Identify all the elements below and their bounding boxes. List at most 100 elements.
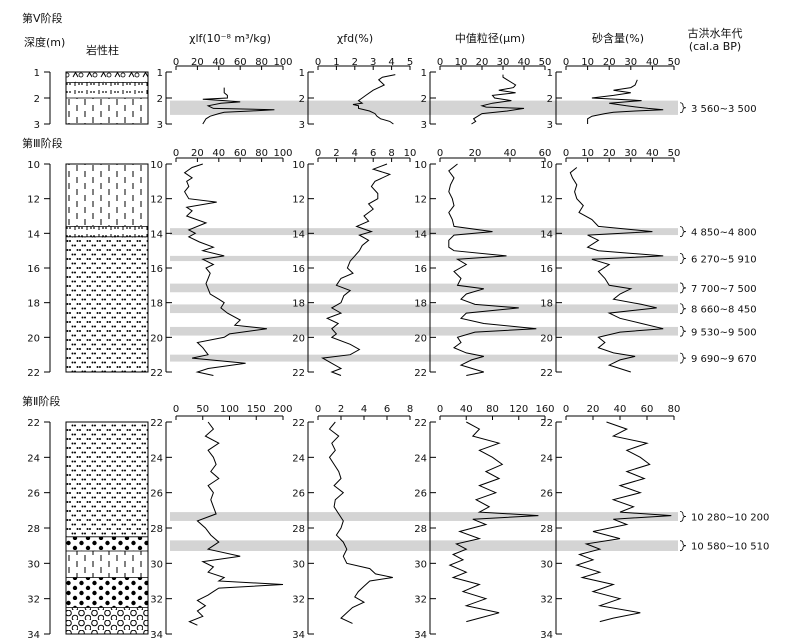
value-tick-label: 4 bbox=[352, 148, 358, 159]
column-depth-tick-label: 24 bbox=[292, 453, 305, 464]
lithology-unit bbox=[66, 607, 148, 634]
value-tick-label: 10 bbox=[581, 57, 594, 68]
column-depth-tick-label: 32 bbox=[292, 595, 305, 606]
column-depth-tick-label: 12 bbox=[150, 195, 163, 206]
lithology-unit bbox=[66, 422, 148, 537]
value-tick-label: 100 bbox=[273, 148, 292, 159]
value-tick-label: 40 bbox=[212, 57, 225, 68]
flood-age-label: 8 660~8 450 bbox=[691, 305, 757, 316]
value-tick-label: 1 bbox=[333, 57, 339, 68]
series-line-chi_fd bbox=[321, 163, 392, 376]
column-depth-tick-label: 34 bbox=[414, 630, 427, 641]
column-depth-tick-label: 22 bbox=[150, 368, 163, 379]
column-depth-tick-label: 3 bbox=[157, 120, 163, 131]
lithology-unit bbox=[66, 236, 148, 372]
value-tick-label: 0 bbox=[563, 57, 569, 68]
column-depth-tick-label: 16 bbox=[414, 264, 427, 275]
column-depth-tick-label: 2 bbox=[421, 94, 427, 105]
lithology-unit bbox=[66, 577, 148, 608]
column-depth-tick-label: 26 bbox=[414, 489, 427, 500]
flood-age-brace bbox=[679, 540, 687, 552]
value-tick-label: 40 bbox=[504, 148, 517, 159]
lithology-unit bbox=[66, 226, 148, 237]
value-tick-label: 50 bbox=[196, 404, 209, 415]
flood-layer-band bbox=[170, 512, 678, 521]
flood-age-label: 10 580~10 510 bbox=[691, 542, 769, 553]
lithology-unit bbox=[66, 82, 148, 98]
series-line-chi_fd bbox=[328, 421, 393, 624]
column-depth-tick-label: 26 bbox=[150, 489, 163, 500]
column-chi_lf: 0 20 40 60 80 100 10 12 14 16 18 20 22 bbox=[150, 148, 292, 379]
depth-tick-label: 24 bbox=[27, 453, 40, 464]
column-depth-tick-label: 22 bbox=[292, 368, 305, 379]
depth-tick-label: 30 bbox=[27, 559, 40, 570]
value-tick-label: 20 bbox=[191, 57, 204, 68]
value-tick-label: 80 bbox=[255, 57, 268, 68]
column-depth-tick-label: 18 bbox=[540, 299, 553, 310]
value-tick-label: 20 bbox=[476, 57, 489, 68]
flood-layer-band bbox=[170, 326, 678, 336]
lithology-unit bbox=[66, 550, 148, 578]
depth-tick-label: 3 bbox=[34, 120, 40, 131]
flood-age-brace bbox=[679, 511, 687, 522]
column-depth-tick-label: 22 bbox=[414, 368, 427, 379]
column-depth-tick-label: 14 bbox=[540, 229, 553, 240]
depth-tick-label: 1 bbox=[34, 68, 40, 79]
column-depth-tick-label: 16 bbox=[292, 264, 305, 275]
series-line-median_grain bbox=[471, 74, 525, 125]
value-tick-label: 20 bbox=[587, 404, 600, 415]
header-flood-age-unit: (cal.a BP) bbox=[689, 40, 741, 53]
value-tick-label: 6 bbox=[370, 148, 376, 159]
value-tick-label: 40 bbox=[614, 404, 627, 415]
stage-title: 第Ⅱ阶段 bbox=[22, 394, 60, 408]
flood-age-brace bbox=[679, 253, 687, 264]
series-line-sand_content bbox=[587, 79, 664, 124]
column-depth-tick-label: 34 bbox=[150, 630, 163, 641]
column-depth-tick-label: 22 bbox=[150, 418, 163, 429]
series-line-median_grain bbox=[448, 163, 537, 376]
column-depth-tick-label: 10 bbox=[540, 160, 553, 171]
value-tick-label: 8 bbox=[388, 148, 394, 159]
column-sand_content: 0 20 40 60 80 22 24 26 28 30 32 34 bbox=[540, 404, 680, 641]
value-tick-label: 20 bbox=[469, 148, 482, 159]
column-depth-tick-label: 26 bbox=[540, 489, 553, 500]
flood-age-label: 10 280~10 200 bbox=[691, 513, 769, 524]
value-tick-label: 4 bbox=[388, 57, 394, 68]
depth-tick-label: 2 bbox=[34, 94, 40, 105]
column-depth-tick-label: 1 bbox=[299, 68, 305, 79]
column-depth-tick-label: 24 bbox=[150, 453, 163, 464]
lithology-frame bbox=[65, 163, 149, 373]
column-depth-tick-label: 28 bbox=[292, 524, 305, 535]
column-depth-tick-label: 32 bbox=[150, 595, 163, 606]
column-chi_fd: 0 2 4 6 8 10 10 12 14 16 18 20 22 bbox=[292, 148, 416, 379]
lithology-column bbox=[65, 163, 149, 373]
depth-tick-label: 20 bbox=[27, 333, 40, 344]
value-tick-label: 40 bbox=[646, 148, 659, 159]
stage-title: 第Ⅲ阶段 bbox=[22, 136, 63, 150]
column-depth-tick-label: 12 bbox=[414, 195, 427, 206]
column-depth-tick-label: 1 bbox=[157, 68, 163, 79]
value-tick-label: 4 bbox=[361, 404, 367, 415]
series-line-chi_fd bbox=[352, 74, 396, 125]
value-tick-label: 30 bbox=[624, 57, 637, 68]
depth-tick-label: 14 bbox=[27, 229, 40, 240]
value-tick-label: 2 bbox=[333, 148, 339, 159]
column-depth-tick-label: 30 bbox=[414, 559, 427, 570]
value-tick-label: 20 bbox=[603, 57, 616, 68]
column-depth-tick-label: 10 bbox=[150, 160, 163, 171]
column-depth-tick-label: 28 bbox=[414, 524, 427, 535]
depth-tick-label: 12 bbox=[27, 195, 40, 206]
flood-age-brace bbox=[679, 102, 687, 114]
value-tick-label: 30 bbox=[624, 148, 637, 159]
column-depth-tick-label: 18 bbox=[292, 299, 305, 310]
lithology-frame bbox=[65, 71, 149, 125]
flood-age-brace bbox=[679, 282, 687, 294]
flood-age-brace bbox=[679, 226, 687, 237]
value-tick-label: 3 bbox=[370, 57, 376, 68]
value-tick-label: 0 bbox=[437, 57, 443, 68]
value-tick-label: 40 bbox=[460, 404, 473, 415]
